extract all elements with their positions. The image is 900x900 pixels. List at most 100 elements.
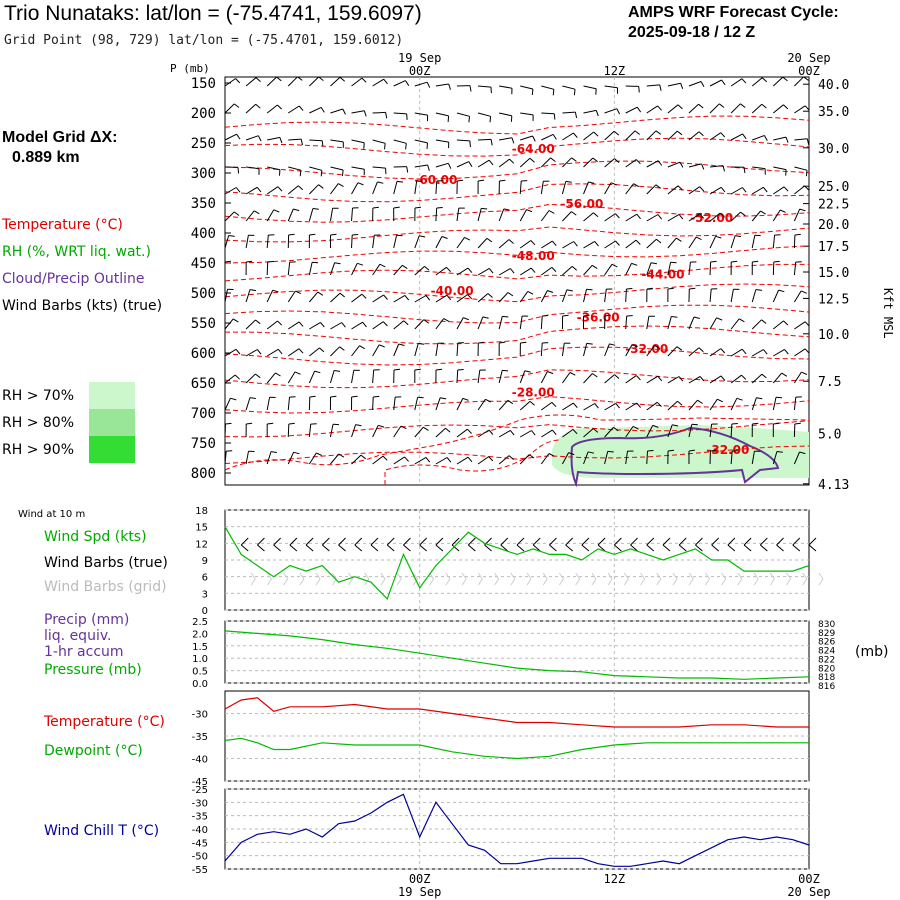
- grid-wind-barb: [607, 578, 613, 586]
- wind-barb: [773, 136, 787, 141]
- surface-wind-barb: [403, 537, 411, 546]
- wind-barb: [351, 370, 355, 384]
- wind-barb: [604, 85, 618, 89]
- wind-barb: [245, 319, 256, 330]
- rh90-swatch: [89, 436, 135, 463]
- wind-barb-flag: [279, 137, 283, 144]
- wind-barb: [393, 112, 407, 115]
- wind-barb: [752, 166, 766, 170]
- precip-accum-label: 1-hr accum: [44, 644, 124, 660]
- isotherm-line: [224, 420, 810, 438]
- wind-barb-flag: [632, 425, 639, 430]
- surface-wind-barb: [273, 544, 281, 552]
- wind-barb: [709, 348, 722, 357]
- wind-barb: [456, 267, 469, 276]
- wind-barb: [499, 112, 512, 117]
- wind-tick-label: 15: [195, 523, 208, 534]
- pressure-tick-label: 800: [191, 466, 216, 482]
- grid-wind-barb: [688, 578, 694, 586]
- wind-barb-flag: [288, 233, 295, 236]
- wind-barb: [477, 316, 484, 330]
- wind-barb-flag: [298, 105, 304, 111]
- wind-barb: [393, 320, 405, 330]
- wind-barb: [224, 289, 228, 303]
- wind-barb: [562, 372, 571, 384]
- wind-barb-flag: [499, 179, 506, 182]
- wind-barb-flag: [671, 316, 678, 318]
- wind-barb-flag: [314, 370, 321, 374]
- wind-barb-flag: [320, 107, 325, 113]
- wind-barb: [477, 159, 490, 168]
- wind-barb: [794, 321, 806, 330]
- wind-barb: [561, 343, 565, 357]
- wind-barb-flag: [799, 451, 806, 455]
- wind-barb: [266, 451, 272, 465]
- precip-tick-label: 1.0: [192, 654, 208, 665]
- isotherm-label: -32.00: [706, 443, 749, 457]
- grid-wind-barb: [737, 578, 743, 586]
- grid-wind-barb: [364, 578, 370, 586]
- bottom-date-label: 20 Sep: [787, 885, 830, 899]
- wind-barb-flag: [678, 214, 684, 220]
- wind-barb: [583, 212, 594, 222]
- wind-barb-flag: [634, 130, 641, 135]
- pressure-tick-label: 450: [191, 256, 216, 272]
- surface-wind-barb: [516, 537, 525, 546]
- wind-barb-flag: [638, 86, 640, 93]
- wind-barb-flag: [782, 76, 788, 82]
- wind-tick-label: 18: [195, 506, 208, 517]
- grid-wind-barb: [607, 572, 613, 580]
- wind-barb-flag: [382, 321, 388, 327]
- wind-barb: [308, 184, 319, 195]
- wind-barb: [583, 428, 594, 438]
- wind-barb: [266, 372, 276, 384]
- isotherm-label: -64.00: [512, 142, 555, 156]
- wind-barb-flag: [467, 456, 473, 463]
- wind-barb-flag: [232, 318, 239, 323]
- grid-info-label: Model Grid ΔX:: [2, 129, 118, 146]
- grid-wind-barb: [623, 572, 629, 580]
- wind-barb-flag: [783, 104, 789, 110]
- wind-barb-flag: [698, 131, 704, 137]
- wind-barb-flag: [804, 321, 810, 327]
- wind-barb-flag: [752, 422, 759, 425]
- bottom-date-label: 19 Sep: [398, 885, 441, 899]
- surface-wind-barb: [500, 544, 509, 552]
- legend-cloud: Cloud/Precip Outline: [2, 271, 145, 287]
- wind-barb-flag: [614, 213, 620, 219]
- wind-barb-flag: [520, 341, 527, 344]
- wind-barb: [688, 262, 691, 276]
- dewpoint-label: Dewpoint (°C): [44, 743, 143, 759]
- wind-barb: [583, 373, 593, 384]
- wind-barb-flag: [418, 343, 425, 345]
- wind-barb-flag: [508, 239, 514, 244]
- wind-barb-flag: [509, 158, 515, 164]
- wind-barb: [541, 85, 555, 90]
- wind-barb: [414, 343, 419, 357]
- isotherm-line: [224, 414, 810, 471]
- grid-point-subtitle: Grid Point (98, 729) lat/lon = (-75.4701…: [4, 33, 404, 48]
- wind-barb: [730, 103, 741, 114]
- forecast-cycle: AMPS WRF Forecast Cycle: 2025-09-18 / 12…: [628, 3, 839, 43]
- grid-wind-barb: [380, 578, 386, 586]
- grid-wind-barb: [802, 578, 808, 586]
- grid-wind-barb: [721, 578, 727, 586]
- wind-barb-flag: [382, 455, 388, 461]
- wind-barb: [288, 166, 302, 171]
- wind-barb-flag: [249, 289, 257, 292]
- wind-barb-flag: [357, 262, 364, 266]
- bottom-time-tick: 12Z: [603, 872, 625, 886]
- wind-barb-flag: [784, 349, 789, 355]
- wind-barb: [625, 402, 637, 411]
- wind-barb: [646, 105, 658, 114]
- wind-barb: [498, 316, 503, 330]
- precip-tick-label: 0.0: [192, 679, 208, 690]
- wind-barb-flag: [801, 371, 808, 375]
- surface-wind-barb: [759, 537, 768, 546]
- wind-barb: [224, 211, 235, 222]
- wind-barb-flag: [373, 395, 380, 398]
- wind-barb-flag: [321, 140, 324, 147]
- cycle-value: 2025-09-18 / 12 Z: [628, 24, 756, 41]
- wind-barbs-true-label: Wind Barbs (true): [44, 555, 168, 571]
- wind-barb-flag: [309, 395, 316, 398]
